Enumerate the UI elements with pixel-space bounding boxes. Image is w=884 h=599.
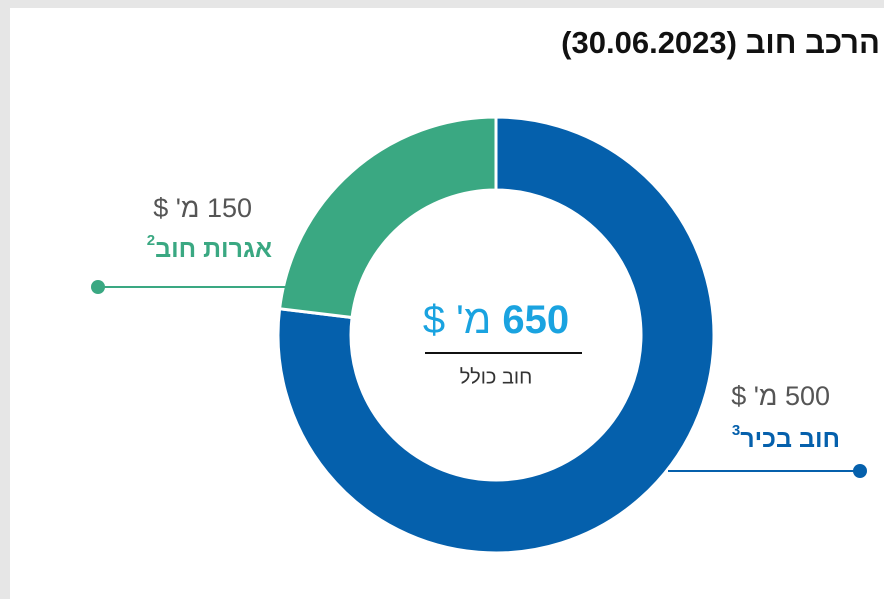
leader-dot (91, 280, 105, 294)
footnote-mark: 3 (732, 422, 740, 439)
category-label: אגרות חוב2 (147, 232, 272, 263)
leader-dot (853, 464, 867, 478)
donut-segment (277, 115, 498, 320)
donut-segment (276, 115, 716, 555)
total-unit: מ' $ (423, 298, 491, 342)
category-name: חוב בכיר (740, 425, 840, 453)
total-label: 650 מ' $ (423, 298, 569, 342)
chart-title: הרכב חוב (30.06.2023) (561, 25, 880, 60)
value-label: 150 מ' $ (153, 193, 252, 223)
footnote-mark: 2 (147, 232, 155, 249)
value-label: 500 מ' $ (731, 381, 830, 411)
total-caption: חוב כולל (460, 366, 533, 388)
category-label: חוב בכיר3 (732, 422, 840, 453)
total-value: 650 (502, 298, 569, 342)
donut (276, 115, 716, 555)
category-name: אגרות חוב (155, 235, 272, 263)
